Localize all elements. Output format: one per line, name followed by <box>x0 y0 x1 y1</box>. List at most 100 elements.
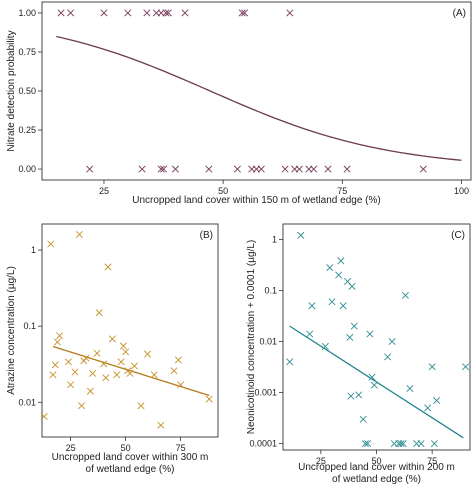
data-point <box>388 337 396 346</box>
data-point <box>348 282 356 290</box>
data-point <box>462 363 470 371</box>
data-point <box>108 335 116 343</box>
y-tick-label: 1 <box>272 234 277 244</box>
y-tick-label: 0.01 <box>259 336 277 346</box>
y-tick-label: 0.1 <box>264 285 277 295</box>
data-point <box>361 440 369 448</box>
data-point <box>57 9 65 17</box>
x-tick-label: 25 <box>316 456 326 466</box>
data-point <box>417 440 425 448</box>
data-point <box>164 9 172 17</box>
x-tick-label: 75 <box>427 456 437 466</box>
data-point <box>370 381 378 389</box>
data-point <box>117 358 125 366</box>
data-point <box>343 165 351 173</box>
data-point <box>335 271 343 279</box>
data-point <box>86 387 94 395</box>
data-point <box>181 9 189 17</box>
data-point <box>241 9 249 17</box>
data-point <box>339 302 347 310</box>
data-point <box>122 348 130 356</box>
x-tick-label: 75 <box>176 443 186 453</box>
data-point <box>337 257 345 265</box>
data-point <box>424 404 432 412</box>
data-point <box>64 358 72 366</box>
x-axis-label: of wetland edge (%) <box>332 474 421 485</box>
y-axis-label: Atrazine concentration (µg/L) <box>6 266 17 395</box>
data-point <box>205 395 213 403</box>
y-tick-label: 0.00 <box>18 164 36 174</box>
data-point <box>350 322 358 330</box>
regression-line <box>289 325 464 439</box>
x-tick-label: 50 <box>218 186 228 196</box>
y-tick-label: 0.1 <box>23 321 36 331</box>
data-point <box>406 384 414 393</box>
data-point <box>359 415 367 423</box>
panel-label: (C) <box>451 230 465 241</box>
data-point <box>366 330 374 338</box>
data-point <box>238 9 246 17</box>
data-point <box>143 9 151 17</box>
data-point <box>397 440 405 448</box>
data-point <box>56 332 64 340</box>
data-point <box>124 9 132 17</box>
data-point <box>171 165 179 173</box>
data-point <box>75 231 83 239</box>
data-point <box>295 165 303 173</box>
panel-label: (A) <box>453 8 466 19</box>
data-point <box>355 391 363 399</box>
data-point <box>49 371 57 379</box>
data-point <box>347 392 355 400</box>
data-point <box>162 9 170 17</box>
data-point <box>160 165 168 173</box>
data-point <box>430 440 438 448</box>
data-point <box>433 396 441 404</box>
data-point <box>326 264 334 272</box>
data-point <box>174 356 182 364</box>
data-point <box>104 263 112 271</box>
y-tick-label: 0.001 <box>254 388 277 398</box>
data-point <box>71 368 79 376</box>
data-point <box>130 362 138 370</box>
data-point <box>51 361 59 369</box>
y-tick-label: 0.50 <box>18 86 36 96</box>
data-point <box>286 358 294 366</box>
data-point <box>157 165 165 173</box>
x-axis-label: Uncropped land cover within 150 m of wet… <box>132 195 380 206</box>
y-tick-label: 1 <box>31 245 36 255</box>
data-point <box>144 350 152 358</box>
data-point <box>324 165 332 173</box>
data-point <box>177 381 185 389</box>
data-point <box>157 421 165 429</box>
data-point <box>119 342 127 350</box>
data-point <box>205 165 213 173</box>
x-tick-label: 50 <box>371 456 381 466</box>
data-point <box>47 240 55 248</box>
data-point <box>297 231 305 239</box>
data-point <box>233 165 241 173</box>
x-axis-label: Uncropped land cover within 300 m <box>52 452 209 463</box>
data-point <box>95 309 103 317</box>
y-tick-label: 0.25 <box>18 125 36 135</box>
data-point <box>67 381 75 389</box>
data-point <box>67 9 75 17</box>
panel-0: (A) 25 50 75 100 0.00 0.25 0.50 0.75 1.00 Uncroppe… <box>6 1 472 206</box>
data-point <box>321 342 329 350</box>
data-point <box>137 402 145 410</box>
data-point <box>78 402 86 410</box>
data-point <box>306 330 314 338</box>
logistic-fit-curve <box>56 35 462 161</box>
data-point <box>384 353 392 361</box>
data-point <box>308 302 316 310</box>
data-point <box>89 369 97 377</box>
data-point <box>346 333 354 341</box>
x-tick-label: 75 <box>337 186 347 196</box>
data-point <box>170 367 178 375</box>
x-tick-label: 100 <box>454 186 469 196</box>
data-point <box>40 413 48 421</box>
data-point <box>138 165 146 173</box>
data-point <box>102 374 110 382</box>
x-tick-label: 25 <box>99 186 109 196</box>
data-point <box>126 369 134 377</box>
data-point <box>310 165 318 173</box>
